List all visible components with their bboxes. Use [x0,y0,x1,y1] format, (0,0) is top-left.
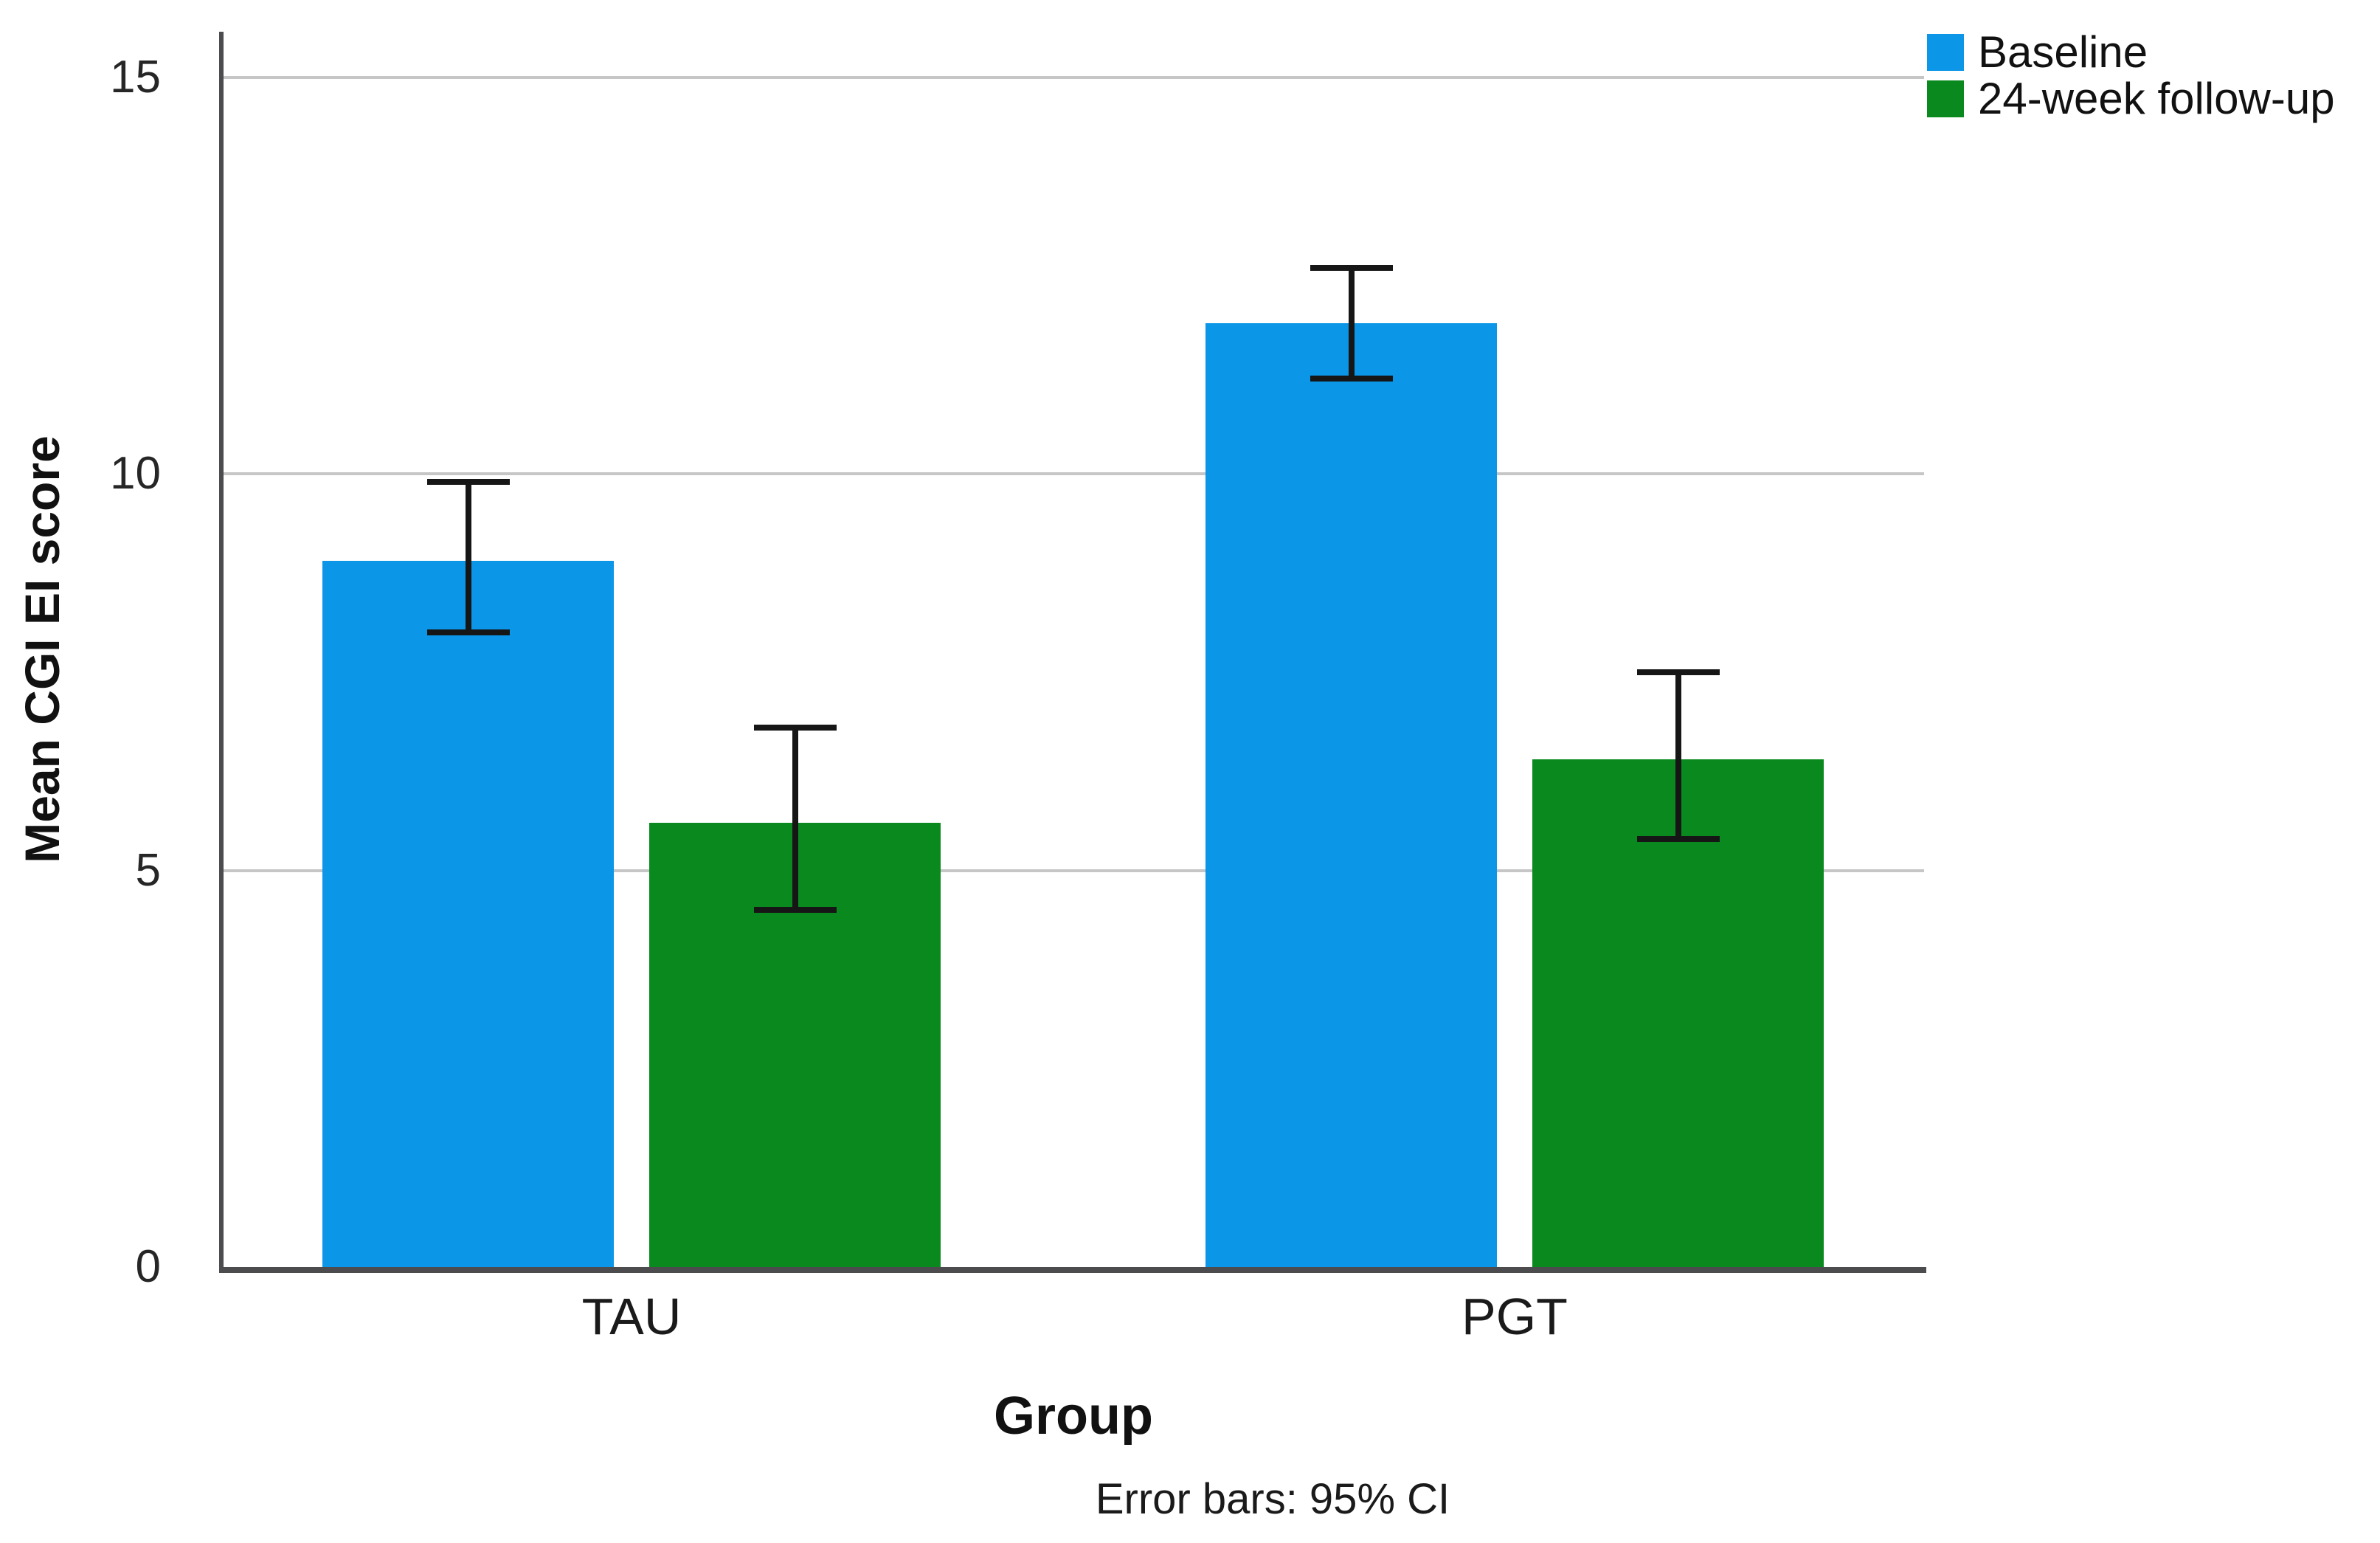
error-bar-pgt-baseline [1348,267,1355,379]
y-axis-title: Mean CGI EI score [15,435,69,863]
gridline-15 [224,75,1924,79]
error-bar-cap-top-tau-baseline [426,478,510,485]
error-bar-tau-24-week-follow-up [792,728,798,911]
x-tick-label-tau: TAU [581,1288,682,1345]
y-tick-label-15: 15 [110,51,161,103]
legend-label-baseline: Baseline [1978,27,2148,77]
error-bars-note: Error bars: 95% CI [1095,1475,1450,1523]
x-axis-line [219,1267,1926,1273]
gridline-5 [224,869,1924,872]
error-bar-cap-top-pgt-baseline [1310,264,1393,271]
y-tick-label-0: 0 [135,1241,161,1292]
x-tick-label-pgt: PGT [1461,1288,1568,1345]
gridline-10 [224,472,1924,475]
error-bar-cap-top-tau-24-week-follow-up [753,725,837,731]
error-bar-pgt-24-week-follow-up [1675,672,1681,839]
legend-swatch-baseline-icon [1927,34,1964,71]
legend-swatch-follow-up-icon [1927,80,1964,117]
bar-tau-baseline [322,561,614,1267]
legend-label-follow-up: 24-week follow-up [1978,74,2335,123]
error-bar-tau-baseline [465,481,471,632]
error-bar-cap-bottom-tau-baseline [426,629,510,635]
error-bar-cap-bottom-tau-24-week-follow-up [753,907,837,914]
y-tick-label-5: 5 [135,844,161,896]
y-tick-label-10: 10 [110,448,161,499]
x-axis-title: Group [994,1387,1153,1446]
error-bar-cap-bottom-pgt-baseline [1310,376,1393,382]
error-bar-cap-bottom-pgt-24-week-follow-up [1636,835,1720,842]
legend: Baseline 24-week follow-up [1927,27,2335,127]
y-axis-line [219,32,224,1273]
error-bar-cap-top-pgt-24-week-follow-up [1636,669,1720,675]
legend-item-baseline: Baseline [1927,27,2335,77]
legend-item-follow-up: 24-week follow-up [1927,74,2335,123]
bar-pgt-baseline [1205,322,1497,1267]
bar-pgt-24-week-follow-up [1532,759,1824,1267]
